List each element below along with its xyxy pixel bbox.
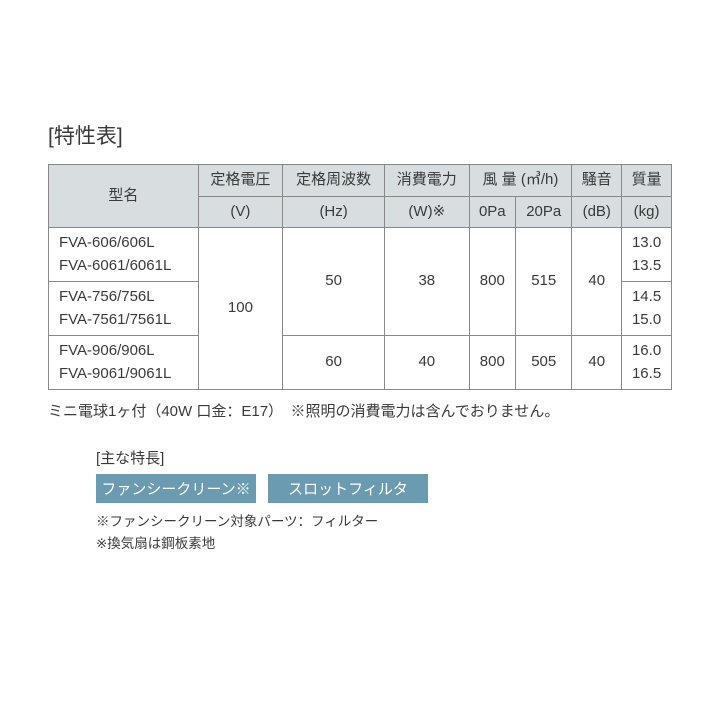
- cell-freq: 60: [283, 336, 385, 390]
- th-power: 消費電力: [385, 165, 470, 197]
- spec-table: 型名 定格電圧 定格周波数 消費電力 風 量 (㎥/h) 騒音 質量 (V) (…: [48, 164, 672, 390]
- features-notes: ※ファンシークリーン対象パーツ：フィルター ※換気扇は鋼板素地: [96, 511, 672, 554]
- th-airflow-20pa: 20Pa: [516, 196, 572, 228]
- th-model: 型名: [49, 165, 199, 228]
- cell-model: FVA-906/906L FVA-9061/9061L: [49, 336, 199, 390]
- cell-voltage: 100: [198, 228, 283, 390]
- section-title: [特性表]: [48, 120, 672, 150]
- features-title: [主な特長]: [96, 447, 672, 468]
- cell-air20: 515: [516, 228, 572, 336]
- cell-air0: 800: [469, 336, 516, 390]
- cell-mass: 14.5 15.0: [622, 282, 672, 336]
- th-freq: 定格周波数: [283, 165, 385, 197]
- th-voltage: 定格電圧: [198, 165, 283, 197]
- th-noise-unit: (dB): [572, 196, 622, 228]
- th-mass-unit: (kg): [622, 196, 672, 228]
- cell-air0: 800: [469, 228, 516, 336]
- th-voltage-unit: (V): [198, 196, 283, 228]
- th-airflow-0pa: 0Pa: [469, 196, 516, 228]
- cell-freq: 50: [283, 228, 385, 336]
- th-mass: 質量: [622, 165, 672, 197]
- th-noise: 騒音: [572, 165, 622, 197]
- cell-noise: 40: [572, 336, 622, 390]
- table-row: FVA-906/906L FVA-9061/9061L 60 40 800 50…: [49, 336, 672, 390]
- th-airflow-unit: (㎥/h): [521, 171, 559, 188]
- cell-model: FVA-756/756L FVA-7561/7561L: [49, 282, 199, 336]
- cell-noise: 40: [572, 228, 622, 336]
- cell-model: FVA-606/606L FVA-6061/6061L: [49, 228, 199, 282]
- badge-fancy-clean: ファンシークリーン※: [96, 474, 256, 503]
- cell-mass: 13.0 13.5: [622, 228, 672, 282]
- table-row: FVA-606/606L FVA-6061/6061L 100 50 38 80…: [49, 228, 672, 282]
- th-power-unit: (W)※: [385, 196, 470, 228]
- cell-mass: 16.0 16.5: [622, 336, 672, 390]
- badge-row: ファンシークリーン※ スロットフィルタ: [96, 474, 672, 503]
- badge-slot-filter: スロットフィルタ: [268, 474, 428, 503]
- th-freq-unit: (Hz): [283, 196, 385, 228]
- cell-air20: 505: [516, 336, 572, 390]
- footnote-bulb: ミニ電球1ヶ付（40W 口金：E17） ※照明の消費電力は含んでおりません。: [48, 400, 672, 421]
- th-airflow: 風 量 (㎥/h): [469, 165, 572, 197]
- cell-power: 40: [385, 336, 470, 390]
- th-airflow-label: 風 量: [483, 171, 517, 188]
- cell-power: 38: [385, 228, 470, 336]
